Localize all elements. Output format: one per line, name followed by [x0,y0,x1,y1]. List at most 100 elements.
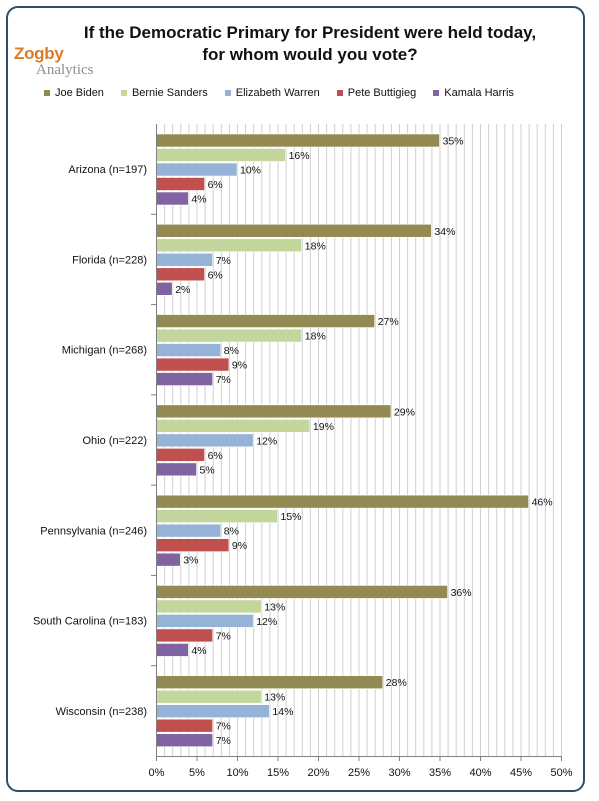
data-label: 7% [216,721,231,733]
bar [155,162,238,177]
data-label: 13% [264,692,285,704]
legend-swatch [120,90,127,96]
legend-swatch [44,90,50,96]
data-label: 12% [256,616,277,628]
category-label: Michigan (n=268) [62,345,147,357]
logo-line2: Analytics [36,62,94,78]
legend-item-joe-biden: Joe Biden [44,87,104,99]
data-label: 7% [216,630,231,642]
bar [155,552,181,567]
data-label: 2% [175,284,190,296]
bar [155,509,278,523]
legend-label: Bernie Sanders [131,87,208,99]
x-tick-label: 25% [348,767,370,779]
bar [155,433,254,448]
data-label: 9% [232,540,247,552]
data-label: 7% [216,735,231,747]
bar [155,462,197,477]
x-tick-label: 40% [469,767,491,779]
data-label: 19% [313,421,334,433]
data-label: 6% [208,179,223,191]
bar [155,538,230,552]
data-label: 13% [264,601,285,613]
data-label: 4% [191,645,206,657]
data-label: 14% [272,706,293,718]
x-tick-label: 15% [267,767,289,779]
x-tick-label: 35% [429,767,451,779]
data-label: 7% [216,374,231,386]
data-label: 15% [281,511,302,523]
data-label: 46% [532,497,553,509]
data-label: 8% [224,526,239,538]
category-label: Florida (n=228) [72,254,147,266]
data-label: 8% [224,345,239,357]
legend-item-pete-buttigieg: Pete Buttigieg [336,87,416,99]
category-label: Wisconsin (n=238) [56,706,147,718]
x-tick-label: 5% [189,767,205,779]
legend-label: Kamala Harris [444,87,514,99]
bar [155,372,214,386]
zogby-analytics-logo: Zogby Analytics [14,44,94,78]
bar [155,494,529,509]
data-label: 4% [191,194,206,206]
bar [155,628,214,643]
legend-swatch [433,90,440,96]
bar [155,252,214,267]
legend-item-elizabeth-warren: Elizabeth Warren [224,87,320,99]
bar [155,689,262,704]
bar [155,314,375,328]
data-label: 18% [305,331,326,343]
category-label: Ohio (n=222) [82,435,147,447]
data-label: 27% [378,316,399,328]
bar [155,614,254,628]
data-label: 10% [240,165,261,177]
chart-legend: Joe Biden Bernie Sanders Elizabeth Warren P… [44,87,531,99]
legend-swatch [224,90,231,96]
data-label: 36% [451,587,472,599]
x-tick-label: 0% [149,767,165,779]
bar [155,191,189,206]
x-tick-label: 50% [550,767,572,779]
chart-title: If the Democratic Primary for President … [40,22,580,66]
data-label: 35% [443,136,464,148]
bar [155,148,286,162]
legend-label: Elizabeth Warren [235,87,320,99]
bar [155,448,205,462]
bar [155,343,222,357]
bar [155,238,303,253]
bar [155,733,214,748]
x-tick-label: 45% [510,767,532,779]
bar [155,585,448,599]
bar [155,675,384,690]
bar [155,281,173,296]
legend-label: Joe Biden [55,87,104,99]
bar [155,357,230,372]
bar [155,643,189,657]
data-label: 9% [232,360,247,372]
bar [155,523,222,538]
bar [155,404,392,419]
x-tick-label: 30% [388,767,410,779]
chart-title-line2: for whom would you vote? [202,45,418,64]
bar [155,599,262,614]
bar [155,177,205,191]
legend-item-kamala-harris: Kamala Harris [433,87,514,99]
bar [155,133,440,148]
data-label: 16% [289,150,310,162]
bar [155,718,214,733]
bar [155,328,303,343]
category-label: Pennsylvania (n=246) [40,525,147,537]
data-label: 28% [386,677,407,689]
data-label: 18% [305,240,326,252]
logo-line1: Zogby [14,44,64,63]
x-tick-label: 20% [307,767,329,779]
data-label: 29% [394,406,415,418]
bar [155,704,270,719]
category-label: South Carolina (n=183) [33,616,147,628]
data-label: 5% [200,464,215,476]
chart-title-line1: If the Democratic Primary for President … [83,23,537,42]
category-label: Arizona (n=197) [68,164,147,176]
bar [155,223,432,238]
legend-swatch [336,90,343,96]
